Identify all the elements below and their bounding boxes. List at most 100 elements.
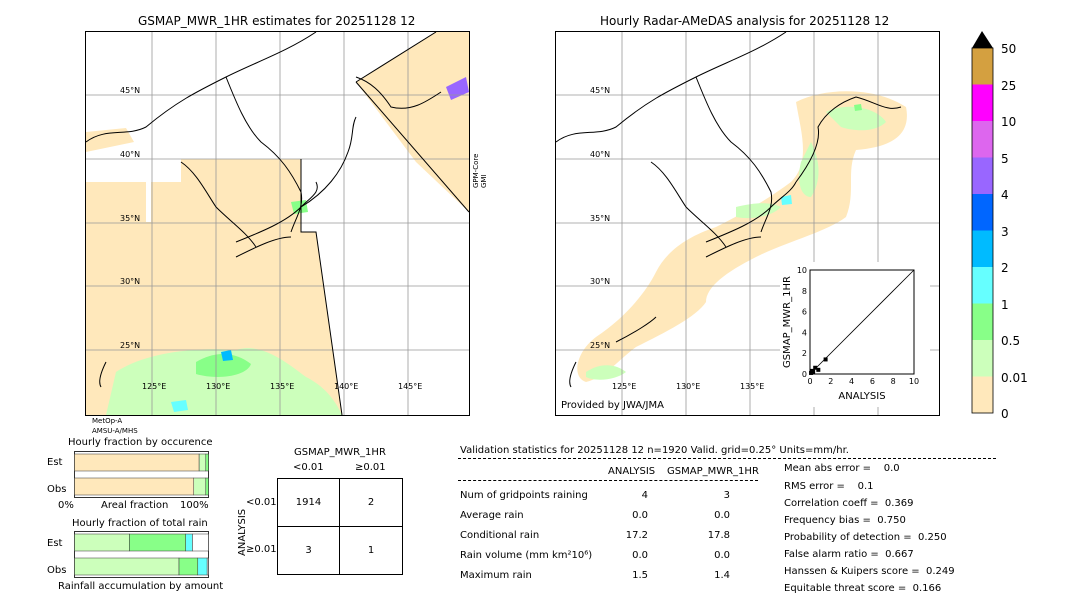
colorbar-band-9 <box>972 376 993 413</box>
row-g-0: 3 <box>723 490 730 501</box>
colorbar-band-5 <box>972 230 993 267</box>
right-lat-35: 35°N <box>590 214 610 223</box>
left-lat-35: 35°N <box>120 214 140 223</box>
colorbar-band-7 <box>972 303 993 340</box>
cont-row-header-1: <0.01 <box>246 497 277 508</box>
fraction-segment <box>74 557 180 576</box>
cont-col-header-1: <0.01 <box>293 462 324 473</box>
scatter-point <box>823 357 828 362</box>
occurrence-bars <box>74 451 209 498</box>
cb-label-0: 0 <box>1001 407 1009 421</box>
left-map-side-label: GPM-Core GMI <box>472 154 488 188</box>
scatter-point <box>811 369 816 374</box>
score-2: Correlation coeff = 0.369 <box>784 498 914 509</box>
left-lon-130: 130°E <box>206 382 230 391</box>
inset-xtick: 4 <box>849 377 854 386</box>
row-a-3: 0.0 <box>632 550 648 561</box>
validation-divider <box>458 458 996 459</box>
inset-xtick: 2 <box>828 377 833 386</box>
axis-right-label: 100% <box>180 500 209 511</box>
left-lon-145: 145°E <box>398 382 422 391</box>
cell-10: 3 <box>305 545 312 556</box>
row-a-4: 1.5 <box>632 570 648 581</box>
provider-label: Provided by JWA/JMA <box>561 400 664 411</box>
sat-label-2: AMSU-A/MHS <box>92 427 138 435</box>
cont-row-header-2: ≥0.01 <box>246 544 277 555</box>
fraction-segment <box>178 557 199 576</box>
left-lon-140: 140°E <box>334 382 358 391</box>
cb-label-25: 25 <box>1001 79 1017 93</box>
inset-ytick: 4 <box>802 328 807 337</box>
inset-xtick: 6 <box>870 377 875 386</box>
right-lat-labels: 45°N 40°N 35°N 30°N 25°N <box>590 86 610 350</box>
axis-mid-label: Areal fraction <box>101 500 169 511</box>
cb-label-2: 2 <box>1001 261 1009 275</box>
left-lat-45: 45°N <box>120 86 140 95</box>
right-map-canvas: 45°N 40°N 35°N 30°N 25°N 125°E 130°E 135… <box>556 32 939 415</box>
row-a-0: 4 <box>641 490 648 501</box>
left-lon-135: 135°E <box>270 382 294 391</box>
inset-ytick: 2 <box>802 349 807 358</box>
inset-xlabel: ANALYSIS <box>838 391 885 402</box>
score-7: Equitable threat score = 0.166 <box>784 583 942 594</box>
right-lat-30: 30°N <box>590 277 610 286</box>
right-map: 45°N 40°N 35°N 30°N 25°N 125°E 130°E 135… <box>555 31 940 416</box>
right-lon-130: 130°E <box>676 382 700 391</box>
right-lat-40: 40°N <box>590 150 610 159</box>
fraction-segment <box>198 453 207 472</box>
fraction-segment <box>129 533 186 552</box>
colorbar-band-1 <box>972 84 993 121</box>
row-label-0: Num of gridpoints raining <box>460 490 588 501</box>
left-map-title: GSMAP_MWR_1HR estimates for 20251128 12 <box>138 14 416 28</box>
tot-obs-label: Obs <box>47 565 67 576</box>
cb-label-3: 3 <box>1001 225 1009 239</box>
fraction-segment <box>74 453 200 472</box>
cell-11: 1 <box>367 545 375 556</box>
cell-00: 1914 <box>295 497 322 508</box>
cb-label-4: 4 <box>1001 188 1009 202</box>
fraction-segment <box>192 533 209 552</box>
inset-ytick: 6 <box>802 308 807 317</box>
cb-label-5: 5 <box>1001 152 1009 166</box>
right-lat-25: 25°N <box>590 341 610 350</box>
right-lat-45: 45°N <box>590 86 610 95</box>
colorbar-band-8 <box>972 340 993 377</box>
col-gsmap: GSMAP_MWR_1HR <box>667 466 759 477</box>
right-lon-labels: 125°E 130°E 135°E <box>612 382 764 391</box>
inset-scatter: 0 2 4 6 8 10 0 2 4 6 8 10 ANALYSIS GSMAP_MWR_1HR <box>780 262 930 407</box>
row-label-3: Rain volume (mm km²10⁶) <box>460 550 593 561</box>
scatter-point <box>816 367 821 372</box>
fraction-segment <box>185 533 193 552</box>
occurrence-title: Hourly fraction by occurence <box>68 437 213 448</box>
contingency-table: 1914 2 3 1 <box>277 478 403 575</box>
colorbar-band-4 <box>972 194 993 231</box>
score-4: Probability of detection = 0.250 <box>784 532 947 543</box>
colorbar-band-0 <box>972 48 993 85</box>
inset-ytick: 10 <box>797 266 807 275</box>
col-analysis: ANALYSIS <box>608 466 656 477</box>
row-label-4: Maximum rain <box>460 570 532 581</box>
row-label-1: Average rain <box>460 510 524 521</box>
sat-label-1: MetOp-A <box>92 417 123 425</box>
fraction-segment <box>205 453 209 472</box>
fraction-segment <box>74 533 130 552</box>
left-lat-25: 25°N <box>120 341 140 350</box>
colorbar <box>971 30 995 414</box>
fraction-segment <box>197 557 208 576</box>
left-lat-30: 30°N <box>120 277 140 286</box>
inset-scatter-svg: 0 2 4 6 8 10 0 2 4 6 8 10 ANALYSIS GSMAP_MWR_1HR <box>782 266 919 402</box>
row-a-2: 17.2 <box>625 530 648 541</box>
score-6: Hanssen & Kuipers score = 0.249 <box>784 566 955 577</box>
colorbar-svg <box>971 31 994 414</box>
fraction-segment <box>193 477 207 496</box>
tot-est-label: Est <box>47 538 63 549</box>
row-g-3: 0.0 <box>714 550 730 561</box>
inset-xtick: 0 <box>807 377 812 386</box>
accumulation-label: Rainfall accumulation by amount <box>58 581 224 592</box>
table-divider <box>458 480 758 481</box>
cell-01: 2 <box>367 497 375 508</box>
scatter-point <box>809 370 814 375</box>
score-1: RMS error = 0.1 <box>784 481 874 492</box>
score-0: Mean abs error = 0.0 <box>784 463 900 474</box>
cb-label-50: 50 <box>1001 42 1017 56</box>
